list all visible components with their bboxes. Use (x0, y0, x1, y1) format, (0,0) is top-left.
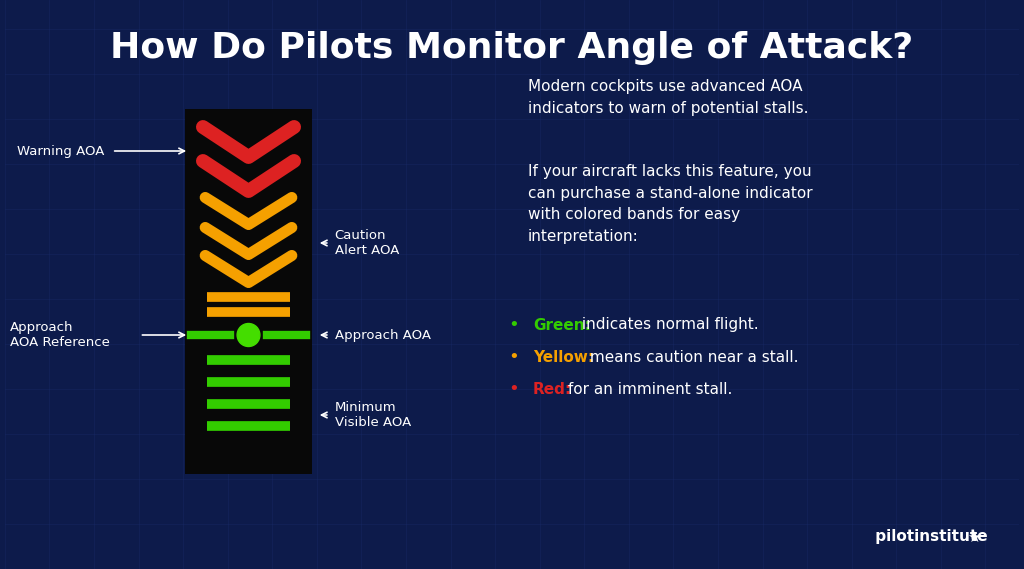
Text: Approach AOA: Approach AOA (335, 328, 431, 341)
Text: Caution
Alert AOA: Caution Alert AOA (335, 229, 399, 257)
FancyBboxPatch shape (185, 109, 312, 474)
Text: •: • (508, 348, 519, 366)
Text: for an imminent stall.: for an imminent stall. (562, 381, 732, 397)
Text: How Do Pilots Monitor Angle of Attack?: How Do Pilots Monitor Angle of Attack? (111, 31, 913, 65)
Text: pilotinstitute: pilotinstitute (869, 530, 987, 545)
Text: ★: ★ (967, 530, 981, 545)
Text: Red:: Red: (532, 381, 572, 397)
Text: •: • (508, 380, 519, 398)
Text: If your aircraft lacks this feature, you
can purchase a stand-alone indicator
wi: If your aircraft lacks this feature, you… (527, 164, 812, 244)
Text: indicates normal flight.: indicates normal flight. (578, 318, 759, 332)
Text: Minimum
Visible AOA: Minimum Visible AOA (335, 401, 411, 429)
Text: •: • (508, 316, 519, 334)
Text: Approach
AOA Reference: Approach AOA Reference (10, 321, 110, 349)
Text: Yellow:: Yellow: (532, 349, 594, 365)
Text: Warning AOA: Warning AOA (16, 145, 104, 158)
Text: means caution near a stall.: means caution near a stall. (585, 349, 799, 365)
Text: Modern cockpits use advanced AOA
indicators to warn of potential stalls.: Modern cockpits use advanced AOA indicat… (527, 79, 808, 116)
Text: Green:: Green: (532, 318, 591, 332)
Circle shape (238, 324, 260, 347)
